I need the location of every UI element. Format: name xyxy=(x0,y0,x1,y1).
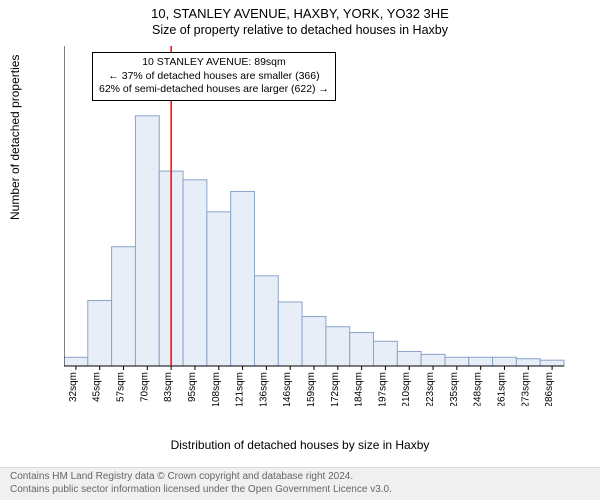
svg-text:286sqm: 286sqm xyxy=(544,372,555,406)
page-title: 10, STANLEY AVENUE, HAXBY, YORK, YO32 3H… xyxy=(0,6,600,21)
x-axis-label: Distribution of detached houses by size … xyxy=(0,438,600,452)
svg-text:45sqm: 45sqm xyxy=(92,372,103,402)
svg-text:261sqm: 261sqm xyxy=(496,372,507,406)
svg-text:235sqm: 235sqm xyxy=(449,372,460,406)
svg-text:95sqm: 95sqm xyxy=(187,372,198,402)
svg-text:121sqm: 121sqm xyxy=(235,372,246,406)
svg-text:70sqm: 70sqm xyxy=(139,372,150,402)
y-axis-label: Number of detached properties xyxy=(8,55,22,220)
annotation-line-2: ← 37% of detached houses are smaller (36… xyxy=(99,70,329,84)
footer-line-1: Contains HM Land Registry data © Crown c… xyxy=(10,471,590,484)
page-subtitle: Size of property relative to detached ho… xyxy=(0,23,600,37)
svg-text:32sqm: 32sqm xyxy=(68,372,79,402)
annotation-line-3: 62% of semi-detached houses are larger (… xyxy=(99,83,329,97)
svg-text:210sqm: 210sqm xyxy=(401,372,412,406)
svg-text:197sqm: 197sqm xyxy=(377,372,388,406)
svg-text:184sqm: 184sqm xyxy=(354,372,365,406)
svg-text:136sqm: 136sqm xyxy=(258,372,269,406)
svg-text:83sqm: 83sqm xyxy=(163,372,174,402)
svg-text:172sqm: 172sqm xyxy=(330,372,341,406)
attribution-footer: Contains HM Land Registry data © Crown c… xyxy=(0,467,600,500)
histogram-chart: 02040608010012014016018020022032sqm45sqm… xyxy=(64,46,574,401)
footer-line-2: Contains public sector information licen… xyxy=(10,484,590,497)
svg-text:248sqm: 248sqm xyxy=(473,372,484,406)
annotation-box: 10 STANLEY AVENUE: 89sqm← 37% of detache… xyxy=(92,52,336,101)
svg-text:108sqm: 108sqm xyxy=(211,372,222,406)
svg-text:223sqm: 223sqm xyxy=(425,372,436,406)
annotation-line-1: 10 STANLEY AVENUE: 89sqm xyxy=(99,56,329,70)
svg-text:159sqm: 159sqm xyxy=(306,372,317,406)
svg-text:57sqm: 57sqm xyxy=(116,372,127,402)
svg-text:146sqm: 146sqm xyxy=(282,372,293,406)
svg-text:273sqm: 273sqm xyxy=(520,372,531,406)
